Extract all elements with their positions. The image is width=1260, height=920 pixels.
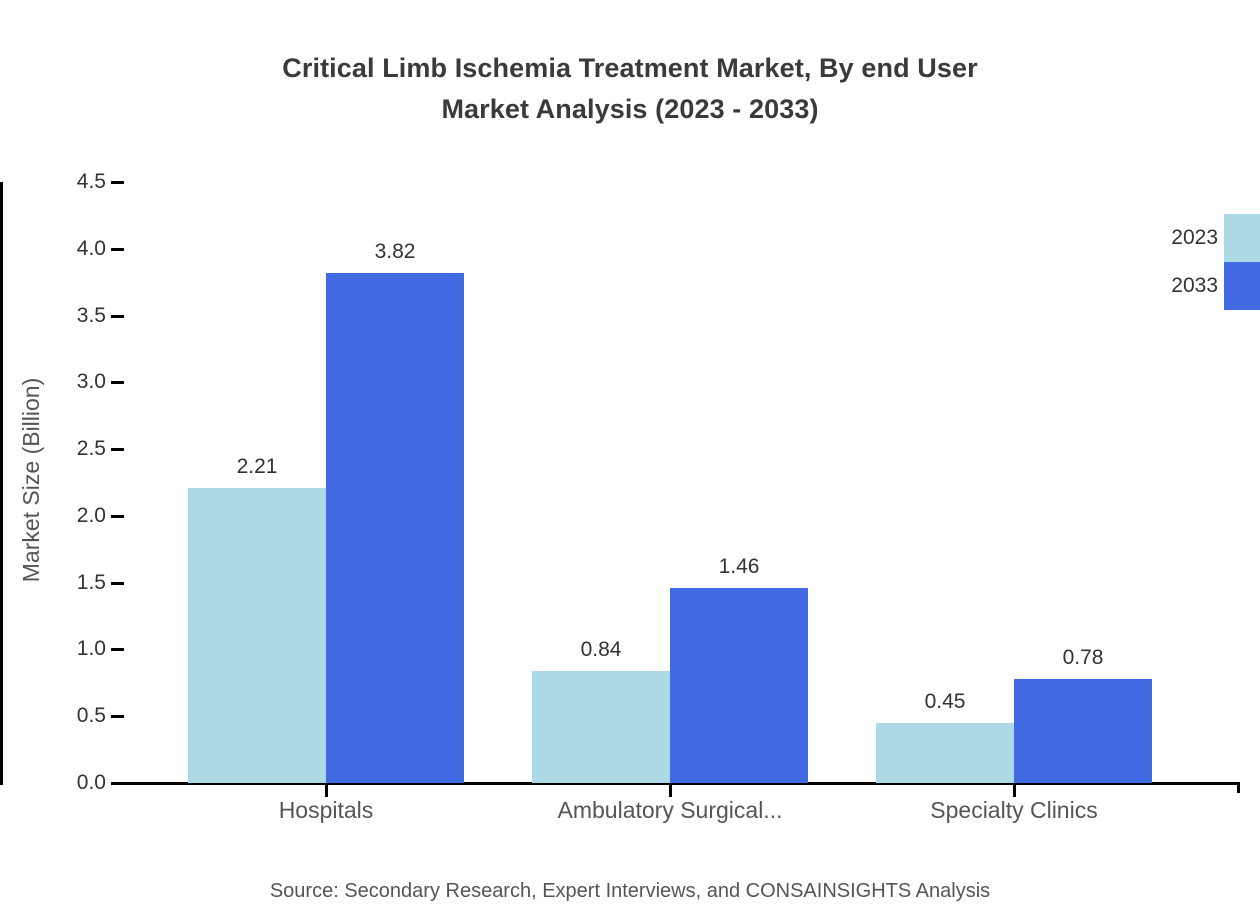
- y-axis-tick: [111, 582, 124, 585]
- bar-value-label: 1.46: [609, 556, 869, 577]
- legend-item-2023[interactable]: 2023: [0, 214, 1260, 262]
- y-axis-tick: [111, 381, 124, 384]
- y-axis-tick-label: 0.5: [0, 705, 106, 726]
- y-axis-tick-label: 2.0: [0, 505, 106, 526]
- bar-2033-0[interactable]: [326, 273, 464, 783]
- y-axis-tick: [111, 181, 124, 184]
- bar-2023-2[interactable]: [876, 723, 1014, 783]
- x-axis-end-cap: [1237, 782, 1240, 793]
- legend-item-2033[interactable]: 2033: [0, 262, 1260, 310]
- y-axis-tick-label: 0.0: [0, 772, 106, 793]
- y-axis-tick: [111, 315, 124, 318]
- y-axis-tick: [111, 782, 124, 785]
- legend-label: 2033: [998, 262, 1218, 310]
- source-note: Source: Secondary Research, Expert Inter…: [0, 876, 1260, 906]
- bar-2033-2[interactable]: [1014, 679, 1152, 783]
- bar-2033-1[interactable]: [670, 588, 808, 783]
- y-axis-tick-label: 2.5: [0, 438, 106, 459]
- bar-value-label: 0.78: [953, 647, 1213, 668]
- y-axis-tick-label: 4.5: [0, 171, 106, 192]
- legend-label: 2023: [998, 214, 1218, 262]
- bar-2023-1[interactable]: [532, 671, 670, 783]
- chart-figure: Critical Limb Ischemia Treatment Market,…: [0, 0, 1260, 920]
- legend-swatch: [1224, 262, 1260, 310]
- x-axis-tick-label: Ambulatory Surgical...: [470, 793, 870, 827]
- chart-title-line-1: Critical Limb Ischemia Treatment Market,…: [0, 48, 1260, 89]
- y-axis-tick: [111, 715, 124, 718]
- y-axis-tick-label: 1.0: [0, 638, 106, 659]
- x-axis-tick-label: Hospitals: [126, 793, 526, 827]
- legend-swatch: [1224, 214, 1260, 262]
- chart-title-line-2: Market Analysis (2023 - 2033): [0, 89, 1260, 130]
- y-axis-tick-label: 3.0: [0, 371, 106, 392]
- y-axis-tick: [111, 448, 124, 451]
- y-axis-tick: [111, 515, 124, 518]
- x-axis-tick-label: Specialty Clinics: [814, 793, 1214, 827]
- y-axis-tick-label: 1.5: [0, 572, 106, 593]
- bar-2023-0[interactable]: [188, 488, 326, 783]
- y-axis-tick: [111, 648, 124, 651]
- chart-title: Critical Limb Ischemia Treatment Market,…: [0, 48, 1260, 130]
